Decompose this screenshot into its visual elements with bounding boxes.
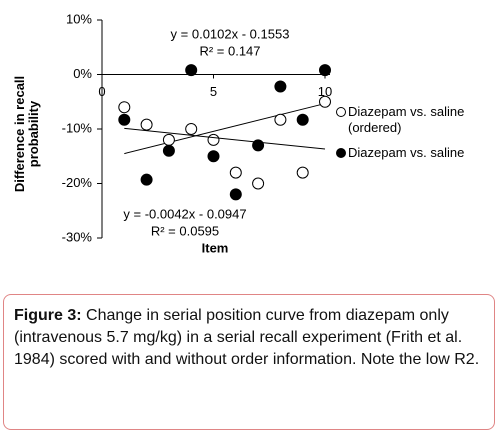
trendline-r2: R² = 0.147 (199, 43, 260, 58)
y-axis-title: Difference in recall probability (12, 75, 41, 193)
point (296, 113, 309, 126)
point (274, 113, 287, 126)
y-tick-label: -10% (62, 120, 93, 135)
x-axis-title: Item (202, 240, 229, 255)
point (319, 64, 331, 77)
point (229, 188, 242, 201)
trendline-equation: y = -0.0042x - 0.0947 (123, 206, 246, 221)
point (118, 113, 131, 126)
caption: Figure 3: Change in serial position curv… (3, 294, 495, 430)
x-tick-label: 0 (98, 84, 105, 99)
caption-text: Change in serial position curve from dia… (14, 307, 480, 368)
caption-label: Figure 3: (14, 307, 82, 324)
point (140, 173, 153, 186)
trendline-r2: R² = 0.0595 (151, 223, 219, 238)
point (252, 177, 265, 190)
trendline (124, 127, 326, 150)
legend-label: Diazepam vs. saline (ordered) (348, 104, 465, 135)
point (229, 166, 242, 179)
point (274, 80, 287, 93)
chart: Item 10% 0% -10% -20% -30% 0 5 10 y = 0.0102x - … (62, 11, 346, 255)
point (252, 139, 265, 152)
point (207, 150, 220, 163)
y-tick-label: 0% (73, 66, 92, 81)
point (162, 133, 175, 146)
legend-marker (336, 148, 346, 158)
point (296, 166, 309, 179)
point (140, 118, 153, 131)
point (162, 144, 175, 157)
point (207, 133, 220, 146)
point (185, 123, 198, 135)
x-tick-label: 5 (210, 84, 217, 99)
point (118, 101, 131, 114)
x-tick-label: 10 (318, 84, 332, 99)
legend-label: Diazepam vs. saline (348, 145, 465, 160)
trendline (124, 103, 326, 155)
legend-marker (336, 107, 346, 117)
trendline-equation: y = 0.0102x - 0.1553 (171, 26, 290, 41)
point (319, 95, 331, 108)
y-tick-label: -30% (62, 229, 93, 244)
y-tick-label: -20% (62, 175, 93, 190)
point (185, 64, 198, 77)
y-tick-label: 10% (66, 11, 92, 26)
